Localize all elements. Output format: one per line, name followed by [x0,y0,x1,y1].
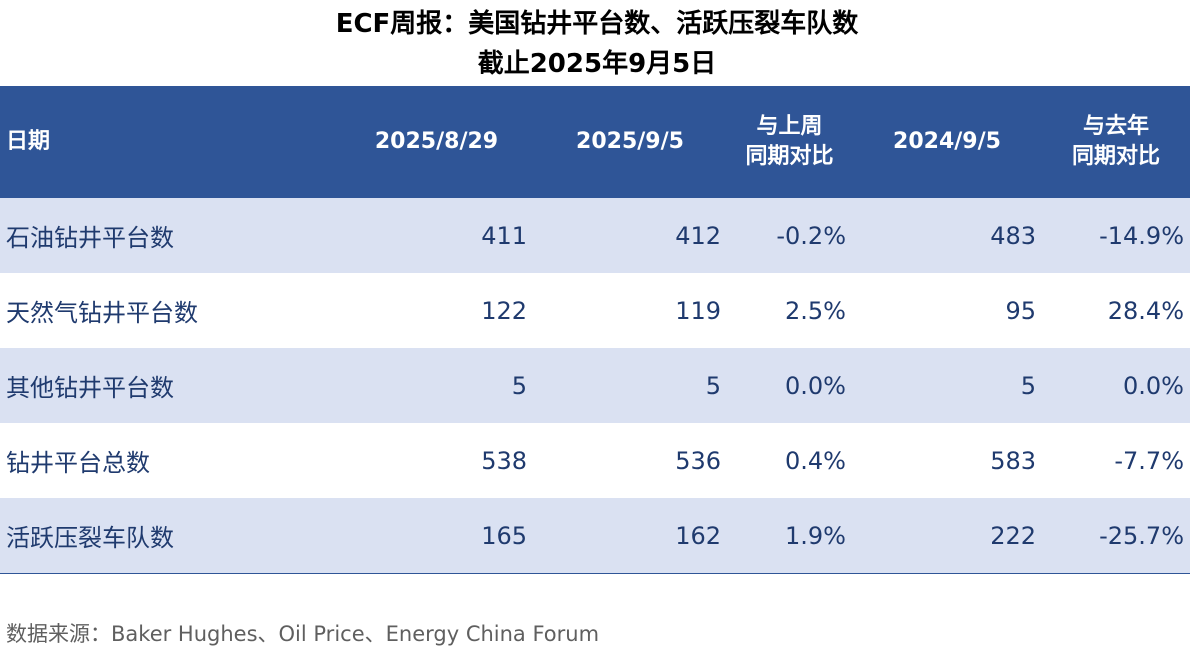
header-yoy-change-line1: 与去年 [1082,114,1149,139]
cell-prev-week: 5 [340,348,533,423]
cell-current-week: 412 [533,198,727,273]
cell-last-year: 483 [852,198,1042,273]
cell-prev-week: 122 [340,273,533,348]
cell-wow-change: 0.0% [727,348,852,423]
header-last-year: 2024/9/5 [852,86,1042,198]
header-wow-change-line1: 与上周 [756,114,823,139]
header-prev-week-label: 2025/8/29 [374,129,499,154]
report-title: ECF周报：美国钻井平台数、活跃压裂车队数 截止2025年9月5日 [0,4,1194,84]
header-date-label: 日期 [6,129,51,154]
cell-yoy-change: -7.7% [1042,423,1190,498]
cell-last-year: 5 [852,348,1042,423]
row-label: 石油钻井平台数 [0,198,340,273]
title-line-1: ECF周报：美国钻井平台数、活跃压裂车队数 [335,9,859,39]
header-yoy-change-line2: 同期对比 [1071,144,1160,169]
cell-current-week: 5 [533,348,727,423]
title-line-2: 截止2025年9月5日 [477,49,717,79]
header-date: 日期 [0,86,340,198]
cell-wow-change: 2.5% [727,273,852,348]
table-row: 活跃压裂车队数 165 162 1.9% 222 -25.7% [0,498,1190,574]
cell-yoy-change: 28.4% [1042,273,1190,348]
cell-wow-change: 0.4% [727,423,852,498]
cell-yoy-change: -25.7% [1042,498,1190,574]
table-header-row: 日期 2025/8/29 2025/9/5 与上周 同期对比 2024/9/5 … [0,86,1190,198]
cell-prev-week: 165 [340,498,533,574]
table-row: 石油钻井平台数 411 412 -0.2% 483 -14.9% [0,198,1190,273]
header-current-week-label: 2025/9/5 [576,129,684,154]
table-row: 钻井平台总数 538 536 0.4% 583 -7.7% [0,423,1190,498]
cell-yoy-change: 0.0% [1042,348,1190,423]
table-row: 其他钻井平台数 5 5 0.0% 5 0.0% [0,348,1190,423]
row-label: 钻井平台总数 [0,423,340,498]
cell-yoy-change: -14.9% [1042,198,1190,273]
header-wow-change-line2: 同期对比 [745,144,834,169]
cell-wow-change: 1.9% [727,498,852,574]
cell-current-week: 536 [533,423,727,498]
cell-current-week: 119 [533,273,727,348]
cell-prev-week: 411 [340,198,533,273]
cell-last-year: 222 [852,498,1042,574]
rig-count-table: 日期 2025/8/29 2025/9/5 与上周 同期对比 2024/9/5 … [0,86,1190,574]
cell-wow-change: -0.2% [727,198,852,273]
header-yoy-change: 与去年 同期对比 [1042,86,1190,198]
header-prev-week: 2025/8/29 [340,86,533,198]
data-source-note: 数据来源：Baker Hughes、Oil Price、Energy China… [6,622,600,646]
table-row: 天然气钻井平台数 122 119 2.5% 95 28.4% [0,273,1190,348]
cell-last-year: 95 [852,273,1042,348]
header-wow-change: 与上周 同期对比 [727,86,852,198]
row-label: 活跃压裂车队数 [0,498,340,574]
header-current-week: 2025/9/5 [533,86,727,198]
row-label: 天然气钻井平台数 [0,273,340,348]
cell-prev-week: 538 [340,423,533,498]
cell-last-year: 583 [852,423,1042,498]
row-label: 其他钻井平台数 [0,348,340,423]
cell-current-week: 162 [533,498,727,574]
header-last-year-label: 2024/9/5 [893,129,1001,154]
